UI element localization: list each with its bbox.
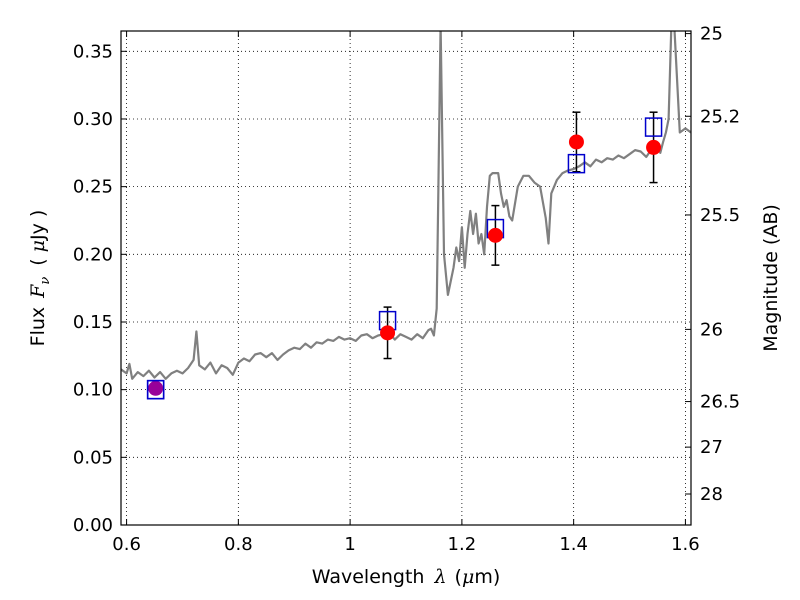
y-tick-label: 0.15	[73, 312, 113, 333]
observed-point	[487, 227, 503, 243]
axis-ticks: 0.6 0.8 1 1.2 1.4 1.6 0.00 0.05 0.10 0.15 0.20 0.25…	[73, 24, 740, 555]
x-tick-label: 1.4	[559, 534, 588, 555]
x-axis-label: Wavelength λ (μm)	[312, 566, 500, 588]
observed-point	[568, 134, 584, 150]
x-tick-label: 1	[344, 534, 355, 555]
x-tick-label: 0.8	[224, 534, 253, 555]
x-tick-label: 1.6	[671, 534, 700, 555]
y-tick-label: 0.10	[73, 380, 113, 401]
y2-tick-label: 27	[700, 437, 723, 458]
data-markers	[146, 111, 663, 400]
y2-tick-label: 25.5	[700, 205, 740, 226]
y-tick-label: 0.05	[73, 447, 113, 468]
y-tick-label: 0.20	[73, 244, 113, 265]
model-point	[644, 117, 663, 137]
spectrum-line	[121, 31, 691, 380]
x-tick-label: 0.6	[112, 534, 141, 555]
y2-tick-label: 25.2	[700, 106, 740, 127]
y-axis-label: FluxFν(μJy)	[27, 210, 53, 347]
y2-axis-label: Magnitude (AB)	[760, 204, 782, 352]
y2-tick-label: 26	[700, 319, 723, 340]
observed-point	[380, 325, 396, 341]
plot-area	[121, 31, 691, 380]
y2-tick-label: 28	[700, 484, 723, 505]
model-point-outline	[146, 379, 165, 400]
y2-tick-label: 26.5	[700, 392, 740, 413]
y-tick-label: 0.30	[73, 109, 113, 130]
plot-frame	[120, 30, 692, 526]
y-tick-label: 0.25	[73, 177, 113, 198]
x-tick-label: 1.2	[448, 534, 477, 555]
y-tick-label: 0.00	[73, 515, 113, 536]
y-tick-label: 0.35	[73, 41, 113, 62]
observed-point	[646, 139, 662, 155]
y2-tick-label: 25	[700, 24, 723, 45]
model-point	[567, 153, 586, 174]
observed-point	[148, 380, 164, 396]
